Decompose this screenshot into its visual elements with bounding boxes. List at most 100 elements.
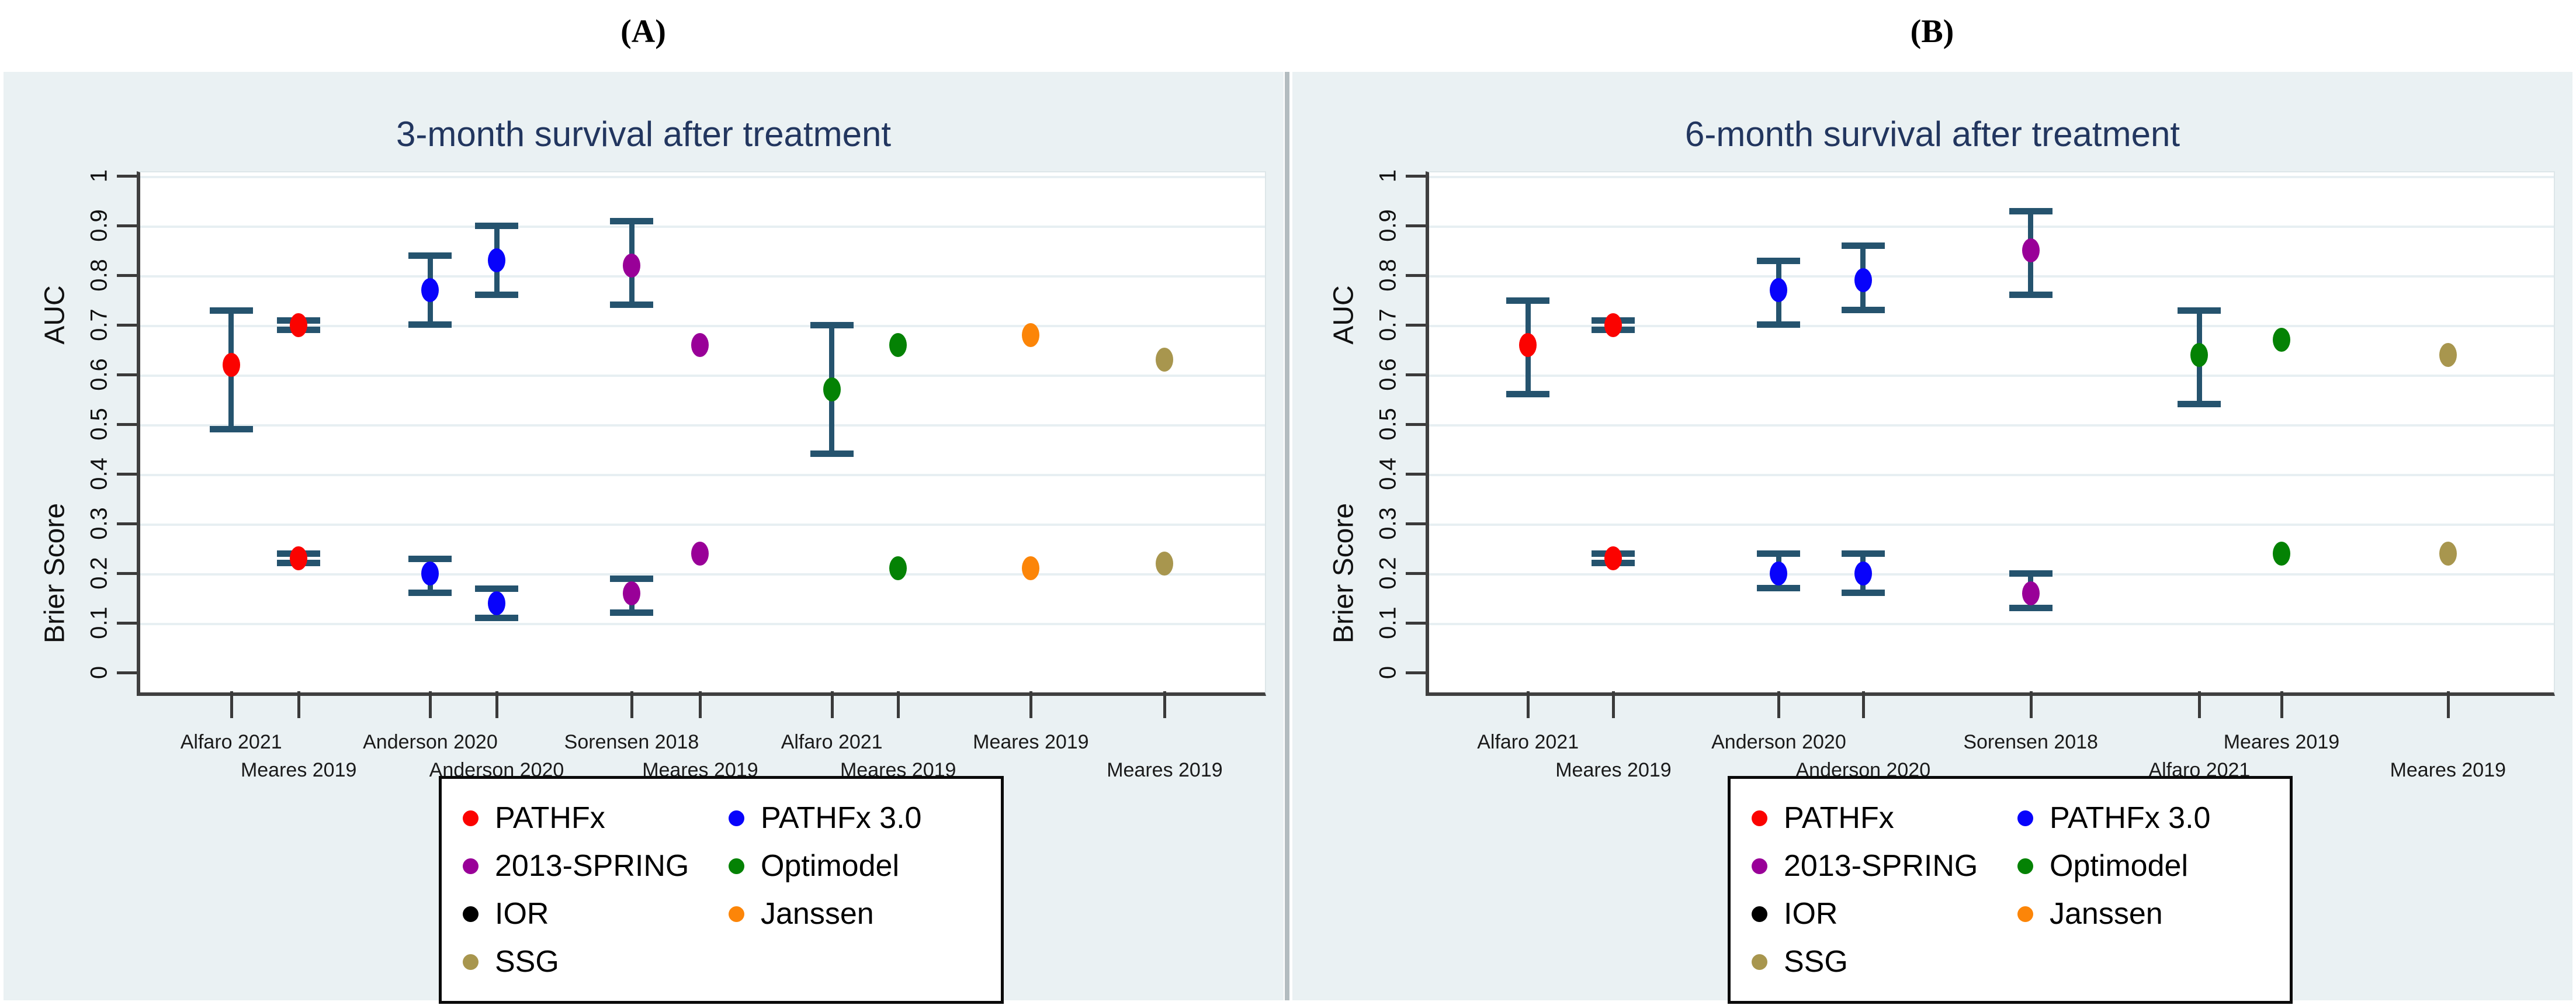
panel-a-3-month-chart: 3-month survival after treatment 0 0.1 0.2… bbox=[4, 72, 1284, 1004]
x-axis-tick bbox=[1163, 691, 1167, 718]
x-axis-tick bbox=[2280, 691, 2283, 718]
y-axis-tick-label: 0.9 bbox=[86, 209, 112, 242]
data-point-marker bbox=[623, 253, 640, 278]
x-axis-tick bbox=[1612, 691, 1615, 718]
data-point-marker bbox=[2439, 342, 2457, 367]
y-axis-tick bbox=[117, 423, 137, 426]
x-axis-tick bbox=[1777, 691, 1781, 718]
legend-item-label: SSG bbox=[495, 945, 559, 979]
panel-divider bbox=[1285, 72, 1289, 1000]
legend-item: PATHFx 3.0 bbox=[729, 794, 980, 842]
legend-item-label: Janssen bbox=[2050, 897, 2163, 931]
legend-item: Janssen bbox=[2017, 890, 2269, 938]
data-point-marker bbox=[691, 541, 709, 566]
panel-a-label: (A) bbox=[620, 13, 666, 50]
data-point-marker bbox=[889, 332, 907, 357]
data-point-marker bbox=[2272, 328, 2290, 352]
legend-item-label: IOR bbox=[1784, 897, 1838, 931]
y-axis-tick bbox=[117, 373, 137, 376]
plot-area bbox=[1426, 171, 2555, 696]
y-axis-tick-label: 0.3 bbox=[1375, 507, 1401, 540]
y-axis-tick bbox=[1406, 324, 1426, 327]
y-axis-tick bbox=[117, 324, 137, 327]
y-axis-tick-label: 0.7 bbox=[86, 309, 112, 341]
x-axis-study-label: Alfaro 2021 bbox=[781, 731, 883, 753]
y-axis-title-brier-score: Brier Score bbox=[1328, 503, 1360, 644]
legend-marker-dot bbox=[1752, 858, 1767, 874]
legend-item-label: PATHFx 3.0 bbox=[2050, 801, 2211, 835]
data-point-marker bbox=[1156, 551, 1174, 576]
legend-item: Optimodel bbox=[2017, 842, 2269, 890]
y-axis-tick bbox=[117, 671, 137, 674]
error-bar-cap-bottom bbox=[610, 609, 653, 616]
legend-marker-dot bbox=[729, 858, 744, 874]
y-axis-title-auc: AUC bbox=[39, 285, 71, 345]
gridline bbox=[1429, 524, 2554, 526]
y-axis-tick-label: 0.8 bbox=[86, 259, 112, 292]
gridline bbox=[1429, 325, 2554, 327]
x-axis-tick bbox=[1861, 691, 1865, 718]
y-axis-tick bbox=[117, 473, 137, 476]
gridline bbox=[140, 623, 1265, 625]
x-axis-tick bbox=[495, 691, 498, 718]
y-axis-tick bbox=[117, 175, 137, 178]
data-point-marker bbox=[2022, 238, 2040, 262]
x-axis-tick bbox=[830, 691, 834, 718]
y-axis-tick bbox=[117, 224, 137, 227]
data-point-marker bbox=[1022, 323, 1040, 347]
error-bar-cap-top bbox=[2009, 570, 2053, 577]
gridline bbox=[1429, 275, 2554, 278]
y-axis-tick bbox=[117, 522, 137, 525]
data-point-marker bbox=[1022, 556, 1040, 580]
x-axis-study-label: Sorensen 2018 bbox=[564, 731, 699, 753]
error-bar-cap-top bbox=[1757, 550, 1801, 557]
x-axis-tick bbox=[630, 691, 633, 718]
legend-item-label: PATHFx 3.0 bbox=[761, 801, 922, 835]
error-bar-cap-top bbox=[209, 307, 253, 314]
legend-marker-dot bbox=[463, 954, 479, 970]
gridline bbox=[1429, 375, 2554, 377]
legend-item: 2013-SPRING bbox=[1752, 842, 2017, 890]
data-point-marker bbox=[1604, 313, 1622, 337]
error-bar-cap-bottom bbox=[475, 614, 518, 621]
y-axis-tick bbox=[1406, 622, 1426, 625]
x-axis-tick bbox=[297, 691, 301, 718]
legend-marker-dot bbox=[463, 810, 479, 826]
gridline bbox=[140, 573, 1265, 576]
gridline bbox=[1429, 176, 2554, 178]
error-bar-cap-top bbox=[610, 217, 653, 224]
y-axis-tick-label: 0.3 bbox=[86, 507, 112, 540]
y-axis-tick-label: 0.8 bbox=[1375, 259, 1401, 292]
gridline bbox=[1429, 573, 2554, 576]
y-axis-tick-label: 0.4 bbox=[1375, 458, 1401, 490]
error-bar-cap-top bbox=[408, 555, 452, 562]
gridline bbox=[140, 226, 1265, 228]
error-bar-cap-top bbox=[610, 575, 653, 582]
legend-item-label: IOR bbox=[495, 897, 549, 931]
x-axis-tick bbox=[230, 691, 233, 718]
y-axis-tick-label: 0.4 bbox=[86, 458, 112, 490]
y-axis-tick bbox=[117, 274, 137, 277]
y-axis-title-auc: AUC bbox=[1328, 285, 1360, 345]
error-bar-cap-bottom bbox=[2009, 292, 2053, 298]
error-bar-cap-bottom bbox=[1841, 306, 1885, 313]
data-point-marker bbox=[1854, 561, 1872, 585]
gridline bbox=[140, 176, 1265, 178]
x-axis-study-label: Meares 2019 bbox=[1555, 759, 1672, 781]
legend-item: PATHFx bbox=[463, 794, 729, 842]
data-point-marker bbox=[421, 561, 439, 585]
y-axis-tick bbox=[117, 572, 137, 575]
y-axis-tick-label: 0.5 bbox=[1375, 408, 1401, 441]
y-axis-tick bbox=[1406, 671, 1426, 674]
x-axis-study-label: Meares 2019 bbox=[240, 759, 357, 781]
legend-item-label: PATHFx bbox=[495, 801, 605, 835]
y-axis-tick bbox=[1406, 175, 1426, 178]
error-bar-cap-bottom bbox=[1757, 321, 1801, 328]
data-point-marker bbox=[222, 352, 240, 377]
legend-item-label: SSG bbox=[1784, 945, 1848, 979]
y-axis-tick-label: 0.7 bbox=[1375, 309, 1401, 341]
y-axis-tick-label: 0.2 bbox=[86, 557, 112, 590]
legend-item: IOR bbox=[1752, 890, 2017, 938]
data-point-marker bbox=[290, 546, 308, 570]
x-axis-tick bbox=[2029, 691, 2033, 718]
